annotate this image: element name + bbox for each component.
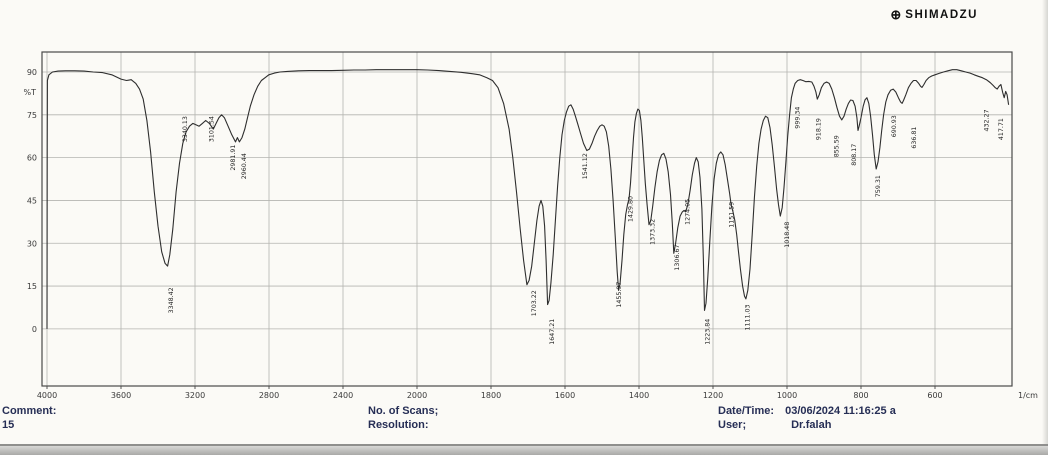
datetime-value: 03/06/2024 11:16:25 a <box>785 405 896 417</box>
scan-bottom-band <box>0 444 1048 455</box>
shimadzu-mark-icon: ⊕ <box>890 7 902 22</box>
peak-label: 1647.21 <box>549 319 556 345</box>
peak-label: 2981.91 <box>230 145 237 171</box>
peak-label: 1703.22 <box>531 290 538 316</box>
peak-label: 417.71 <box>998 118 1005 140</box>
no-of-scans-label: No. of Scans; <box>368 405 439 417</box>
datetime-user-block: Date/Time: 03/06/2024 11:16:25 a User; D… <box>718 404 896 432</box>
x-tick-label: 3600 <box>111 391 131 400</box>
ir-spectrum-chart: 4000 3600 3200 2800 2400 2000 1800 1600 1400 1200… <box>24 51 1038 400</box>
x-tick-label: 800 <box>853 391 868 400</box>
x-axis-unit: 1/cm <box>1018 391 1038 400</box>
plot-frame <box>41 51 1013 387</box>
x-tick-label: 600 <box>927 391 942 400</box>
x-tick-label: 1200 <box>703 391 723 400</box>
peak-label: 636.81 <box>911 127 918 149</box>
x-tick-label: 1600 <box>555 391 575 400</box>
peak-label: 918.19 <box>815 118 822 140</box>
peak-label: 1306.67 <box>674 245 681 271</box>
peak-label: 1429.80 <box>627 196 634 222</box>
shimadzu-brand-text: SHIMADZU <box>905 8 978 21</box>
comment-block: Comment: 15 <box>2 404 56 432</box>
y-axis-unit: %T <box>24 88 37 97</box>
y-tick-label: 45 <box>27 196 37 205</box>
user-label: User; <box>718 419 747 431</box>
peak-label: 1541.12 <box>582 153 589 179</box>
x-tick-label: 1000 <box>777 391 797 400</box>
x-tick-label: 4000 <box>37 391 57 400</box>
x-tick-label: 2800 <box>259 391 279 400</box>
peak-label: 2960.44 <box>241 153 248 179</box>
y-tick-label: 30 <box>27 239 37 248</box>
user-value: Dr.falah <box>791 419 832 431</box>
y-tick-label: 60 <box>27 154 37 163</box>
peak-label: 1455.97 <box>616 282 623 308</box>
spectrum-curve <box>46 69 1010 329</box>
peak-label: 432.27 <box>983 109 990 131</box>
peak-label: 1018.48 <box>784 222 791 248</box>
resolution-label: Resolution: <box>368 419 429 431</box>
comment-label: Comment: <box>2 405 57 417</box>
peak-label: 1111.03 <box>744 304 751 330</box>
peak-label: 3340.13 <box>182 116 189 142</box>
y-tick-label: 0 <box>32 325 37 334</box>
peak-label: 1151.59 <box>729 202 736 228</box>
x-tick-label: 1800 <box>481 391 501 400</box>
peak-label: 1373.32 <box>650 219 657 245</box>
peak-label: 3348.42 <box>168 287 175 313</box>
x-tick-label: 1400 <box>629 391 649 400</box>
datetime-label: Date/Time: <box>718 405 775 417</box>
peak-label: 999.34 <box>795 107 802 129</box>
x-tick-label: 2400 <box>333 391 353 400</box>
x-tick-label: 2000 <box>407 391 427 400</box>
peak-label: 759.31 <box>875 175 882 197</box>
scan-settings-block: No. of Scans; Resolution: <box>368 404 438 432</box>
peak-label: 1223.84 <box>704 319 711 345</box>
y-tick-label: 15 <box>27 282 37 291</box>
comment-value: 15 <box>2 419 15 431</box>
shimadzu-logo: ⊕ SHIMADZU <box>890 8 978 21</box>
peak-label: 808.17 <box>851 144 858 166</box>
peak-label: 690.93 <box>891 115 898 137</box>
peak-label: 1274.05 <box>684 199 691 225</box>
peak-label: 855.59 <box>833 135 840 157</box>
x-tick-label: 3200 <box>185 391 205 400</box>
scan-edge-shadow <box>1042 0 1048 455</box>
y-tick-label: 90 <box>27 68 37 77</box>
peak-label: 3101.54 <box>209 116 216 142</box>
y-tick-label: 75 <box>27 111 37 120</box>
